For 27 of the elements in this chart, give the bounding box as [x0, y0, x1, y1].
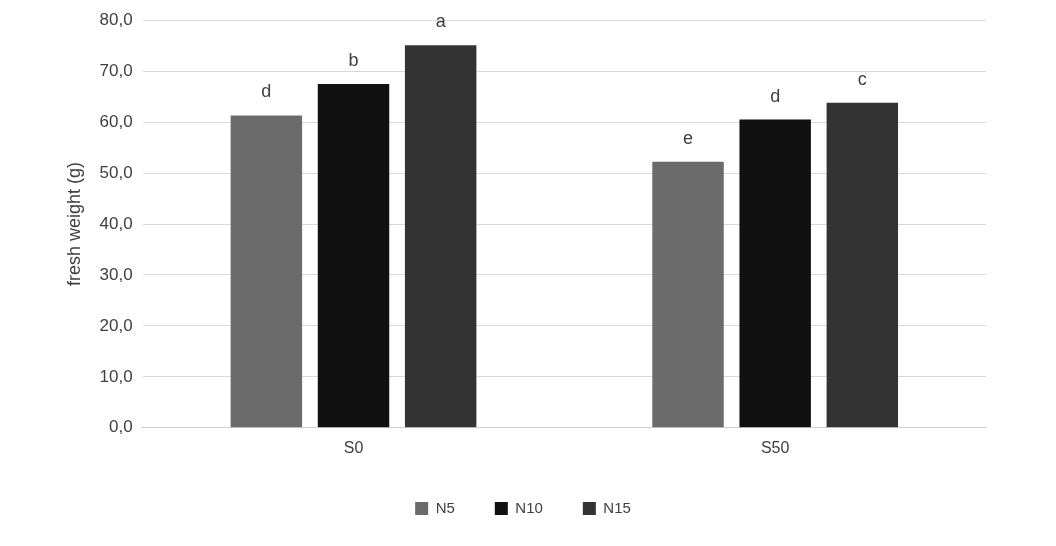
bar	[230, 115, 303, 428]
legend-label: N5	[435, 498, 455, 516]
y-axis-title: fresh weight (g)	[63, 161, 84, 287]
y-tick-label: 70,0	[99, 60, 133, 80]
bar	[317, 83, 390, 428]
y-tick-label: 50,0	[99, 162, 133, 182]
y-tick-label: 30,0	[99, 264, 133, 284]
data-label: d	[770, 85, 781, 106]
data-label: e	[683, 127, 694, 148]
bar	[826, 102, 899, 428]
data-label: d	[261, 81, 272, 102]
bar	[404, 45, 477, 428]
data-label: b	[348, 49, 359, 70]
x-tick-label: S50	[760, 438, 790, 456]
y-tick-label: 20,0	[99, 315, 133, 335]
bar	[739, 119, 811, 428]
y-tick-label: 80,0	[99, 9, 133, 29]
legend-label: N10	[515, 498, 543, 516]
data-label: a	[435, 11, 447, 32]
y-tick-label: 60,0	[99, 111, 133, 131]
y-tick-label: 10,0	[99, 366, 133, 386]
y-tick-label: 0,0	[109, 417, 133, 437]
x-tick-label: S0	[343, 438, 364, 456]
bar	[652, 161, 724, 428]
y-tick-label: 40,0	[99, 213, 133, 233]
data-label: c	[857, 68, 867, 89]
legend-label: N15	[603, 498, 631, 516]
